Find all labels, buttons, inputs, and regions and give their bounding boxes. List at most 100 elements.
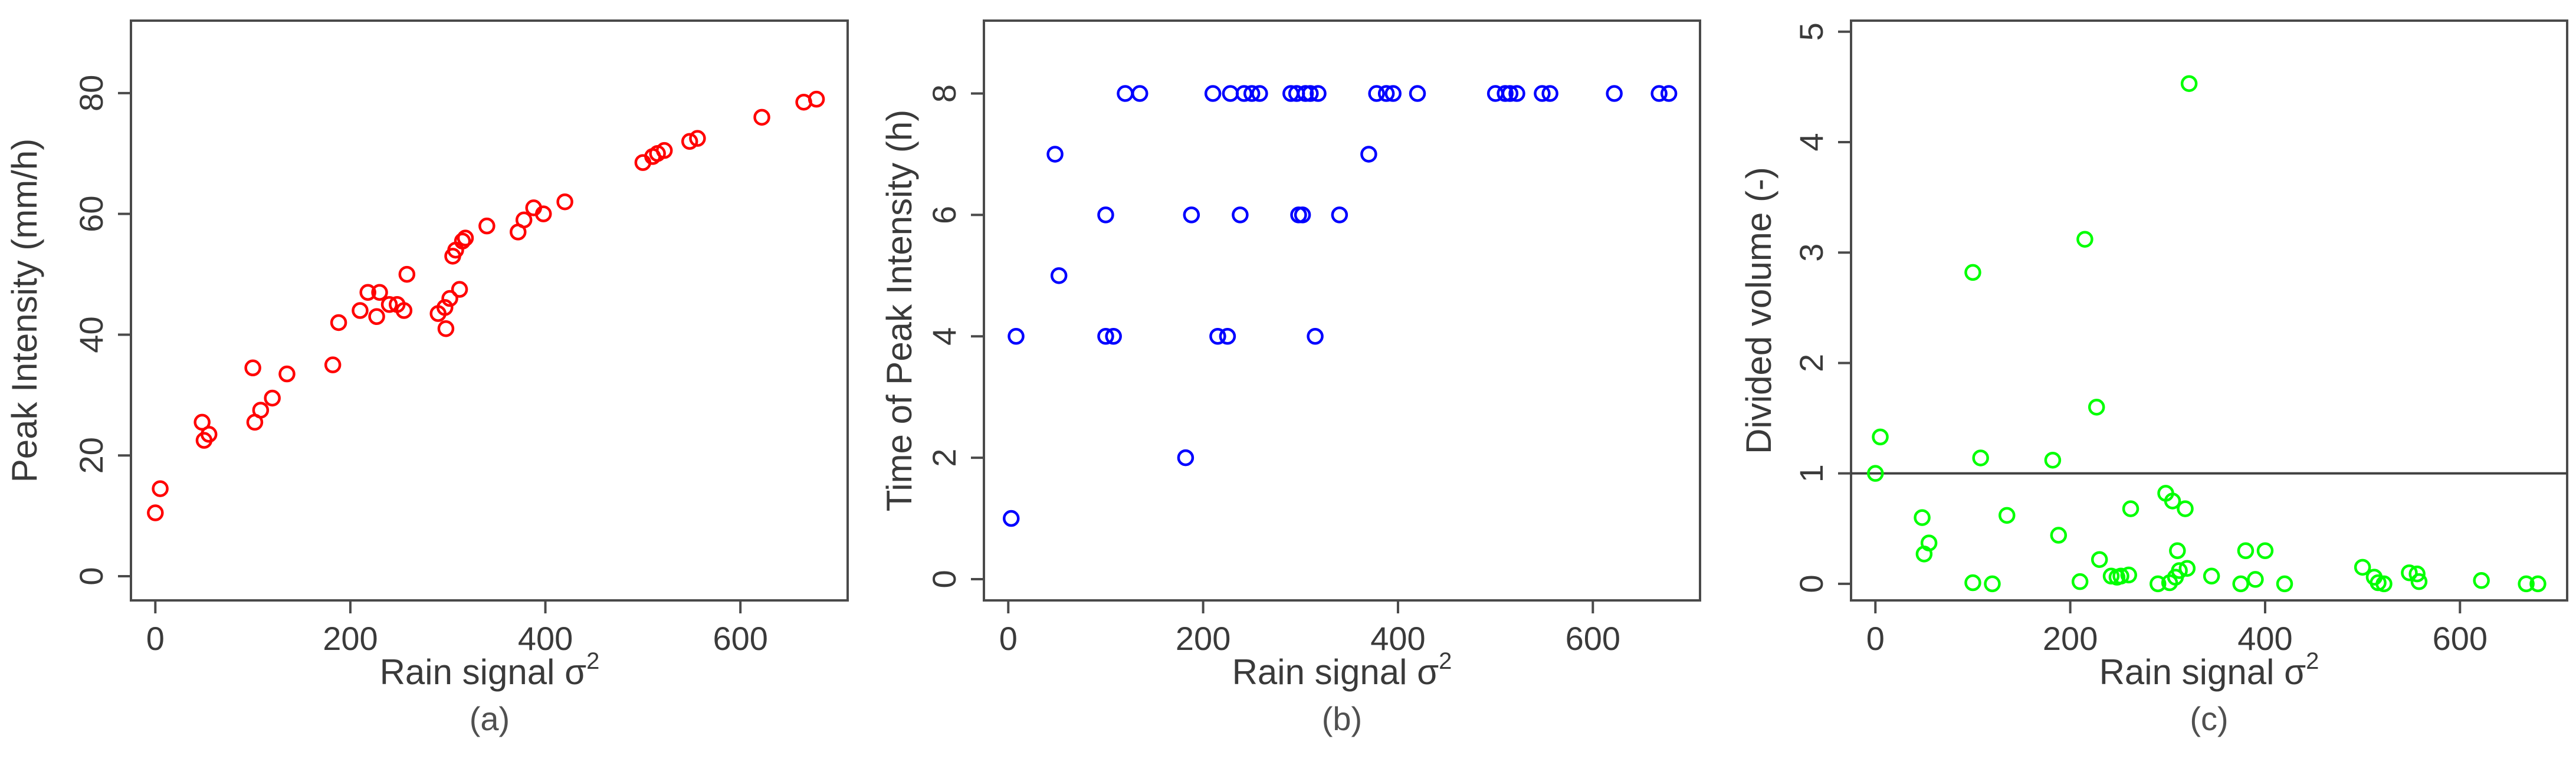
- data-point: [244, 359, 261, 377]
- data-point: [264, 389, 281, 407]
- x-tick-label: 400: [2237, 620, 2292, 657]
- plot-frame: [1850, 19, 2568, 602]
- data-point: [2088, 399, 2105, 416]
- y-tick-label: 2: [1793, 354, 1830, 372]
- y-tick-label: 80: [73, 75, 110, 111]
- panel-label: (c): [2190, 700, 2228, 737]
- data-point: [2150, 575, 2167, 593]
- data-point: [398, 265, 416, 283]
- data-point: [1232, 206, 1249, 224]
- data-point: [441, 290, 458, 307]
- data-point: [1097, 206, 1114, 224]
- data-point: [1131, 85, 1148, 102]
- x-axis-label: Rain signal σ2: [2099, 648, 2319, 692]
- data-point: [1235, 85, 1253, 102]
- data-point: [1294, 206, 1311, 224]
- data-point: [1097, 327, 1114, 345]
- data-point: [1360, 146, 1377, 163]
- data-point: [147, 504, 164, 521]
- x-axis-label-superscript: 2: [586, 648, 599, 674]
- data-point: [2410, 573, 2428, 590]
- data-point: [2401, 564, 2418, 582]
- data-point: [2177, 500, 2194, 517]
- data-point: [808, 90, 825, 108]
- data-point: [2071, 573, 2089, 590]
- data-point: [1046, 146, 1064, 163]
- data-point: [200, 426, 218, 443]
- data-point: [2044, 451, 2062, 469]
- data-point: [352, 302, 369, 319]
- x-tick-label: 400: [1370, 620, 1425, 657]
- y-tick-label: 4: [926, 327, 963, 346]
- data-point: [1302, 85, 1319, 102]
- data-point: [1660, 85, 1678, 102]
- y-tick-label: 0: [926, 570, 963, 588]
- data-point: [2050, 527, 2068, 544]
- y-tick-label: 1: [1793, 464, 1830, 482]
- data-point: [2375, 575, 2393, 593]
- x-tick-label: 600: [2433, 620, 2488, 657]
- data-point: [2354, 559, 2371, 576]
- data-point: [1331, 206, 1348, 224]
- data-point: [1508, 85, 1525, 102]
- data-point: [1914, 509, 1931, 526]
- data-point: [1204, 85, 1222, 102]
- data-point: [1117, 85, 1134, 102]
- data-point: [1501, 85, 1519, 102]
- data-point: [437, 320, 455, 337]
- data-point: [1222, 85, 1239, 102]
- data-point: [1219, 327, 1236, 345]
- data-point: [1177, 449, 1195, 467]
- x-tick-label: 600: [1566, 620, 1620, 657]
- data-point: [278, 365, 296, 383]
- x-axis-label-text: Rain signal σ: [380, 652, 587, 692]
- data-point: [681, 133, 698, 150]
- x-tick-label: 200: [323, 620, 378, 657]
- data-point: [395, 302, 413, 319]
- data-point: [2120, 566, 2137, 584]
- data-point: [1209, 327, 1226, 345]
- data-point: [655, 142, 673, 159]
- y-tick-label: 6: [926, 206, 963, 224]
- plot-frame: [130, 19, 849, 602]
- data-point: [2178, 560, 2196, 577]
- y-tick-label: 20: [73, 437, 110, 474]
- data-point: [1368, 85, 1385, 102]
- data-point: [2276, 575, 2293, 593]
- data-point: [2169, 542, 2186, 559]
- data-point: [534, 205, 552, 222]
- data-point: [1867, 465, 1884, 482]
- data-point: [1409, 85, 1426, 102]
- y-tick-label: 60: [73, 196, 110, 232]
- y-tick-label: 8: [926, 84, 963, 103]
- x-axis-label: Rain signal σ2: [1232, 648, 1452, 692]
- y-axis-label: Time of Peak Intensity (h): [880, 110, 919, 511]
- y-tick-label: 40: [73, 316, 110, 353]
- y-tick-label: 2: [926, 449, 963, 467]
- data-point: [1297, 85, 1314, 102]
- data-point: [330, 314, 347, 331]
- y-tick-label: 0: [1793, 574, 1830, 593]
- x-tick-label: 600: [713, 620, 767, 657]
- x-tick-label: 200: [2043, 620, 2098, 657]
- data-point: [1008, 327, 1025, 345]
- data-point: [2122, 500, 2139, 517]
- y-axis-label: Peak Intensity (mm/h): [5, 139, 44, 483]
- x-axis-label-superscript: 2: [1439, 648, 1452, 674]
- data-point: [2203, 567, 2220, 585]
- data-point: [2076, 231, 2093, 248]
- data-point: [1050, 267, 1068, 284]
- x-tick-label: 0: [1866, 620, 1885, 657]
- data-point: [359, 284, 376, 301]
- data-point: [2232, 575, 2249, 593]
- data-point: [2529, 575, 2547, 593]
- data-point: [152, 480, 169, 497]
- data-point: [2237, 542, 2255, 559]
- data-point: [2112, 567, 2129, 585]
- data-point: [1002, 510, 1020, 527]
- data-point: [454, 232, 471, 249]
- data-point: [1243, 85, 1261, 102]
